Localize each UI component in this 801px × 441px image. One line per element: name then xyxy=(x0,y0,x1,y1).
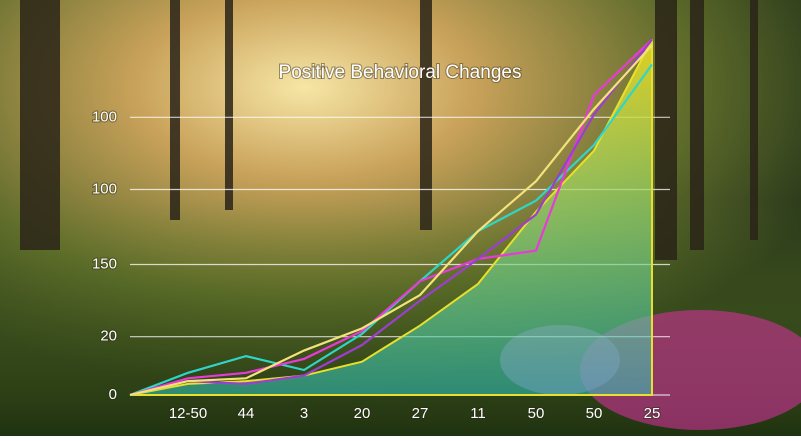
area xyxy=(129,39,653,396)
x-tick-label: 50 xyxy=(586,405,603,422)
chart-title: Positive Behavioral Changes xyxy=(279,62,522,83)
y-tick-label: 100 xyxy=(92,108,117,125)
line xyxy=(129,44,653,397)
y-tick-label: 100 xyxy=(92,180,117,197)
y-tick-label: 0 xyxy=(109,386,117,403)
x-tick-label: 3 xyxy=(300,405,308,422)
x-tick-label: 44 xyxy=(238,405,255,422)
x-tick-label: 12-50 xyxy=(169,405,207,422)
x-tick-label: 50 xyxy=(528,405,545,422)
line xyxy=(129,38,653,397)
x-tick-label: 20 xyxy=(354,405,371,422)
x-tick-label: 25 xyxy=(644,405,661,422)
x-tick-label: 27 xyxy=(412,405,429,422)
trees xyxy=(20,0,758,260)
x-tick-label: 11 xyxy=(470,405,486,422)
y-tick-label: 150 xyxy=(92,255,117,272)
y-tick-label: 20 xyxy=(100,328,117,345)
line xyxy=(129,38,653,397)
